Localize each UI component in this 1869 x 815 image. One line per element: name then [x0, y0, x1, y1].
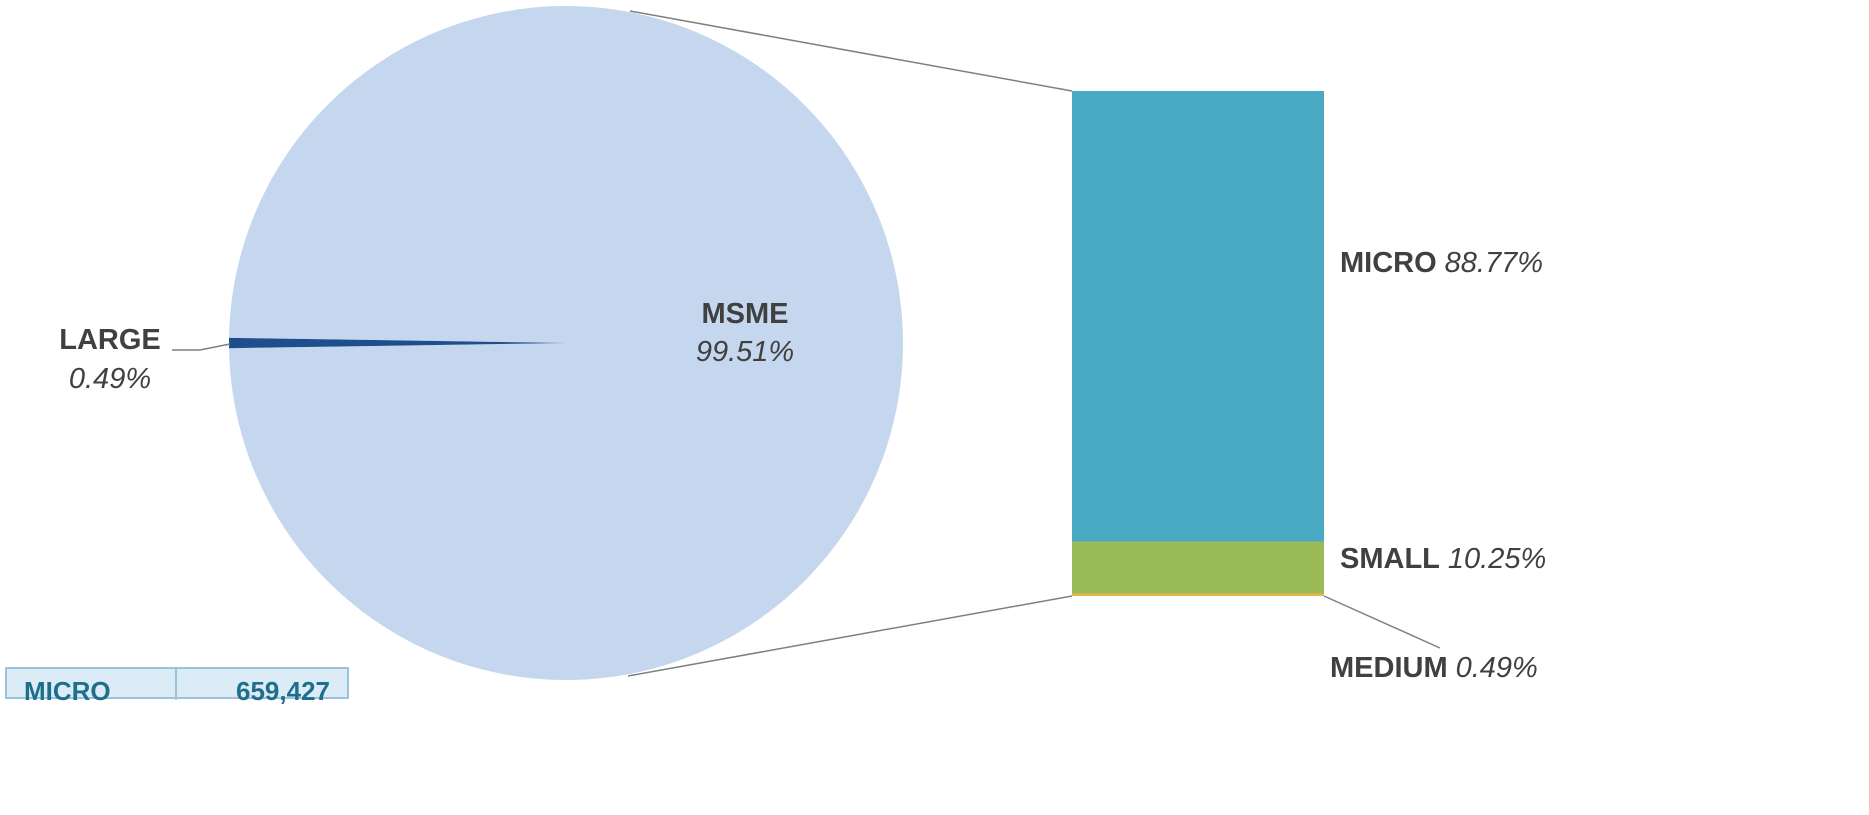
label-msme-value: 99.51% — [696, 336, 794, 368]
pie — [228, 6, 903, 681]
connector-lines — [627, 10, 1073, 677]
label-small: SMALL 10.25% — [1340, 543, 1546, 575]
leader-line-large — [172, 343, 231, 351]
label-large-value: 0.49% — [69, 363, 151, 395]
partial-table: MICRO 659,427 — [5, 667, 349, 706]
label-medium: MEDIUM 0.49% — [1330, 652, 1538, 684]
table-cell-value: 659,427 — [236, 676, 330, 706]
label-msme-name: MSME — [702, 298, 789, 330]
leader-line-medium — [1323, 595, 1441, 649]
bar-segment-micro — [1072, 91, 1324, 542]
connector-top-line — [629, 10, 1073, 92]
label-large-name: LARGE — [59, 324, 161, 356]
label-micro: MICRO 88.77% — [1340, 247, 1543, 279]
connector-bottom-line — [627, 595, 1073, 677]
stacked-bar — [1072, 91, 1324, 596]
pie-slice-large — [228, 337, 566, 349]
bar-segment-medium — [1072, 593, 1324, 596]
pie-slice-msme — [229, 6, 903, 681]
data-labels: MSME 99.51% LARGE 0.49% MICRO 88.77% SMALL 10.2… — [59, 247, 1546, 684]
bar-segment-small — [1072, 541, 1324, 594]
table-cell-label: MICRO — [24, 676, 111, 706]
